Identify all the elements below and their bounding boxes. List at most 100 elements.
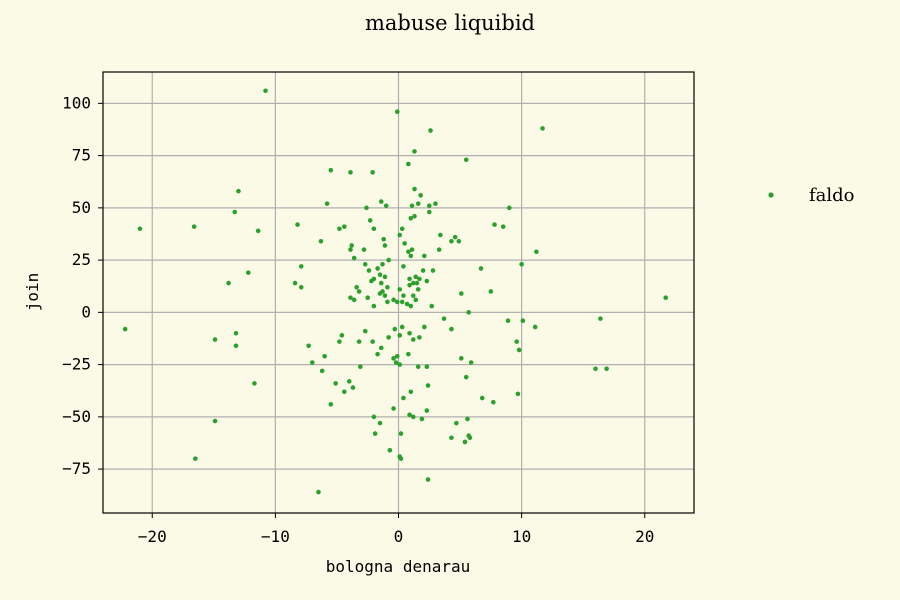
legend: faldo: [768, 185, 855, 206]
scatter-point: [393, 360, 399, 365]
scatter-point: [417, 276, 422, 282]
scatter-point: [349, 243, 355, 248]
scatter-point: [415, 287, 421, 292]
scatter-point: [424, 364, 430, 369]
y-tick-label: −75: [62, 459, 91, 478]
scatter-point: [505, 318, 511, 324]
y-tick-label: 25: [72, 250, 91, 269]
scatter-point: [337, 226, 342, 232]
scatter-point: [385, 299, 390, 305]
scatter-point: [593, 366, 598, 372]
scatter-point: [292, 280, 298, 286]
scatter-point: [348, 295, 353, 301]
scatter-point: [348, 247, 353, 252]
scatter-point: [367, 218, 373, 223]
scatter-point: [370, 339, 375, 344]
scatter-point: [407, 276, 412, 282]
scatter-point: [356, 339, 362, 344]
scatter-point: [540, 126, 545, 131]
scatter-point: [429, 303, 435, 309]
scatter-point: [226, 280, 231, 286]
scatter-point: [449, 326, 454, 332]
scatter-point: [419, 416, 425, 422]
y-tick-label: 75: [72, 146, 91, 165]
scatter-point: [342, 224, 347, 229]
scatter-point: [372, 431, 378, 436]
x-tick-label: 10: [512, 527, 531, 546]
scatter-point: [415, 201, 421, 206]
scatter-point: [318, 238, 324, 244]
scatter-point: [399, 324, 405, 330]
scatter-point: [428, 128, 433, 133]
x-tick-label: −20: [138, 527, 167, 546]
scatter-point: [413, 274, 419, 280]
y-tick-label: 50: [72, 198, 91, 217]
scatter-point: [462, 439, 468, 445]
scatter-point: [371, 303, 377, 309]
scatter-point: [398, 431, 404, 436]
scatter-point: [402, 241, 407, 246]
scatter-point: [463, 374, 469, 380]
scatter-point: [386, 257, 391, 263]
scatter-point: [520, 318, 526, 324]
scatter-point: [534, 249, 539, 255]
scatter-point: [378, 280, 384, 286]
scatter-point: [391, 406, 396, 411]
scatter-point: [415, 364, 421, 369]
scatter-point: [378, 345, 384, 351]
scatter-point: [456, 238, 462, 244]
scatter-point: [399, 299, 405, 305]
scatter-point: [398, 456, 404, 461]
scatter-point: [500, 224, 506, 229]
scatter-point: [663, 295, 668, 301]
scatter-point: [452, 234, 458, 240]
scatter-point: [369, 278, 374, 284]
scatter-point: [598, 316, 603, 321]
scatter-point: [397, 362, 403, 367]
scatter-point: [392, 326, 398, 332]
scatter-point: [322, 353, 327, 359]
scatter-point: [245, 270, 251, 275]
axis-ticks: −20 −10 0 10 20 −75 −50 −25 0 25 50 75 100: [62, 93, 654, 546]
scatter-point: [386, 335, 391, 340]
scatter-point: [466, 310, 471, 315]
scatter-point: [310, 360, 315, 365]
scatter-point: [397, 232, 403, 238]
scatter-point: [378, 199, 384, 204]
scatter-point: [333, 381, 339, 386]
scatter-point: [193, 456, 198, 461]
scatter-point: [441, 316, 447, 321]
scatter-point: [319, 368, 325, 374]
scatter-point: [463, 157, 469, 163]
scatter-point: [375, 351, 380, 357]
scatter-point: [404, 301, 410, 307]
scatter-point: [371, 226, 377, 232]
data-points: [122, 88, 668, 495]
scatter-point: [449, 238, 454, 244]
scatter-point: [212, 418, 218, 424]
scatter-point: [410, 414, 416, 420]
scatter-point: [408, 253, 414, 259]
scatter-point: [381, 236, 387, 242]
scatter-point: [397, 333, 403, 338]
scatter-point: [391, 297, 396, 303]
scatter-point: [407, 282, 412, 288]
scatter-point: [409, 203, 415, 209]
scatter-point: [252, 381, 257, 386]
scatter-point: [407, 330, 412, 336]
scatter-point: [507, 205, 512, 211]
x-tick-label: −10: [261, 527, 290, 546]
scatter-point: [232, 209, 238, 215]
scatter-point: [514, 339, 519, 344]
x-tick-label: 0: [394, 527, 404, 546]
scatter-point: [426, 203, 432, 209]
scatter-point: [391, 356, 396, 361]
scatter-point: [425, 383, 431, 388]
scatter-point: [364, 205, 369, 211]
scatter-point: [467, 435, 473, 441]
scatter-point: [382, 274, 388, 280]
scatter-point: [370, 170, 375, 175]
scatter-point: [394, 109, 400, 115]
x-tick-label: 20: [635, 527, 654, 546]
scatter-point: [356, 289, 362, 294]
